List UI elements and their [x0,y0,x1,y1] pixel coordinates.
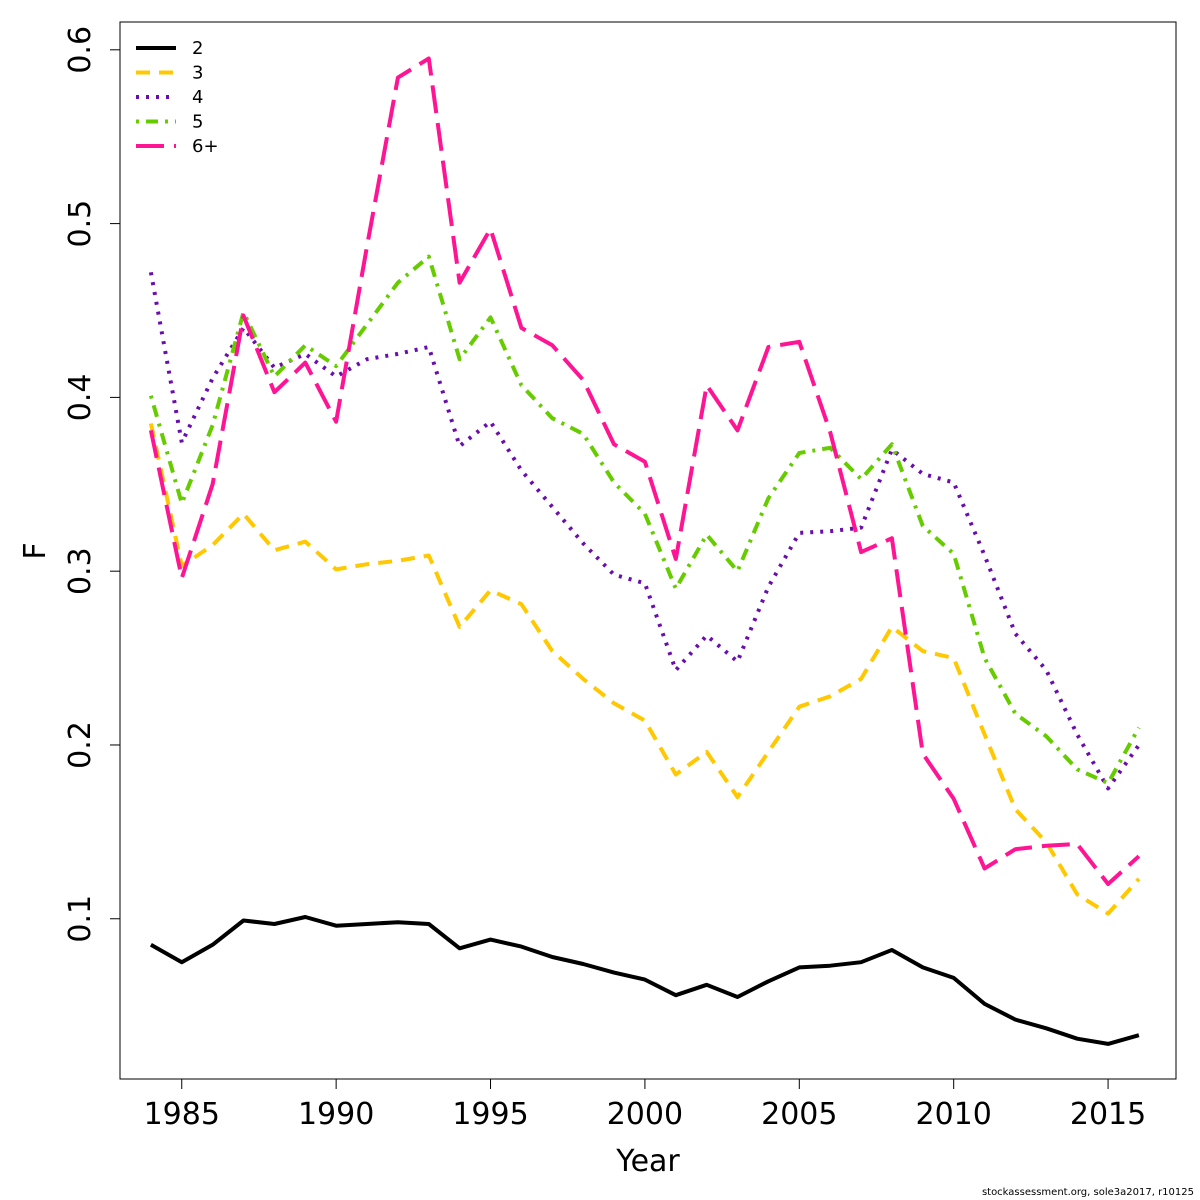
y-tick-label: 0.6 [63,26,98,74]
series-line-5 [148,254,1141,786]
x-tick-label: 1990 [298,1097,374,1132]
x-tick-label: 1985 [144,1097,220,1132]
legend-label: 4 [192,87,203,108]
series-line-4 [148,271,1141,791]
x-tick-label: 2015 [1070,1097,1146,1132]
footer-credit: stockassessment.org, sole3a2017, r10125 [981,1187,1194,1198]
legend-label: 3 [192,63,203,84]
series-line-2 [149,915,1140,1046]
y-axis: 0.1 0.2 0.3 0.4 0.5 0.6 [63,26,121,943]
legend-label: 2 [192,38,203,59]
x-tick-label: 2000 [607,1097,683,1132]
x-tick-label: 2010 [916,1097,992,1132]
legend-label: 6+ [192,136,219,157]
x-tick-label: 2005 [761,1097,837,1132]
x-axis: 1985 1990 1995 2000 2005 2010 2015 [144,1078,1146,1132]
y-tick-label: 0.4 [63,374,98,422]
series-line-3 [148,423,1141,916]
y-tick-label: 0.3 [63,547,98,595]
legend: 2 3 4 5 6+ [136,38,219,157]
y-tick-label: 0.5 [63,200,98,248]
y-axis-title: F [18,542,53,559]
x-tick-label: 1995 [452,1097,528,1132]
series-layer [148,56,1141,1046]
y-tick-label: 0.2 [63,721,98,769]
y-tick-label: 0.1 [63,895,98,943]
series-line-6-plus [148,56,1141,886]
legend-label: 5 [192,112,203,133]
x-axis-title: Year [615,1144,680,1179]
